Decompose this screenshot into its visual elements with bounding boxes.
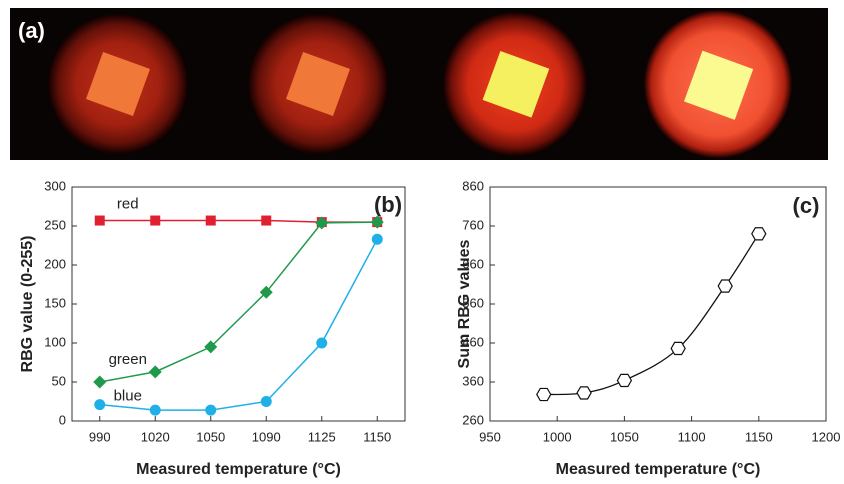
panel-label: (a) <box>18 18 45 43</box>
marker <box>149 404 161 416</box>
marker <box>576 386 592 400</box>
marker <box>751 227 767 241</box>
marker <box>371 233 383 245</box>
y-tick-label: 860 <box>462 178 484 193</box>
y-tick-label: 200 <box>44 256 66 271</box>
y-tick-label: 560 <box>462 295 484 310</box>
x-tick-label: 1050 <box>610 429 639 444</box>
marker <box>260 396 272 407</box>
x-tick-label: 950 <box>479 429 501 444</box>
y-tick-label: 100 <box>44 334 66 349</box>
marker <box>261 215 272 226</box>
marker <box>94 215 105 226</box>
panel-label: (b) <box>374 192 402 217</box>
x-axis-title: Measured temperature (°C) <box>556 461 761 478</box>
series-label: blue <box>114 388 142 405</box>
marker <box>148 365 162 379</box>
marker <box>316 337 328 349</box>
marker <box>204 340 218 354</box>
y-tick-label: 250 <box>44 217 66 232</box>
marker <box>93 375 107 389</box>
marker <box>94 399 106 411</box>
y-tick-label: 150 <box>44 295 66 310</box>
y-axis-title: RBG value (0-255) <box>19 236 36 373</box>
y-tick-label: 360 <box>462 373 484 388</box>
sample <box>683 50 754 120</box>
y-tick-label: 0 <box>59 412 66 427</box>
marker <box>717 279 733 293</box>
plot-frame <box>489 186 827 422</box>
y-tick-label: 260 <box>462 412 484 427</box>
photo-panel: (a) <box>10 8 828 160</box>
marker <box>315 216 329 230</box>
panel-label: (c) <box>793 193 820 218</box>
marker <box>536 387 552 402</box>
sample <box>285 51 351 117</box>
y-axis-title: Sum RBG values <box>456 239 473 368</box>
y-tick-label: 460 <box>462 334 484 349</box>
series-label: green <box>109 351 147 368</box>
x-tick-label: 1200 <box>812 429 841 444</box>
series-line <box>543 233 760 396</box>
x-tick-label: 1150 <box>745 429 773 444</box>
x-tick-label: 1020 <box>141 429 170 444</box>
y-tick-label: 300 <box>44 178 66 193</box>
y-tick-label: 760 <box>462 217 484 232</box>
marker <box>150 215 161 226</box>
x-axis-title: Measured temperature (°C) <box>136 461 341 478</box>
x-tick-label: 1000 <box>543 429 572 444</box>
y-tick-label: 50 <box>52 373 66 388</box>
y-tick-label: 660 <box>462 256 484 271</box>
marker <box>670 341 686 356</box>
x-tick-label: 1090 <box>252 429 281 444</box>
x-tick-label: 1125 <box>308 429 336 444</box>
marker <box>616 373 633 388</box>
series-label: red <box>117 196 139 213</box>
marker <box>205 215 216 226</box>
marker <box>205 404 217 416</box>
x-tick-label: 1100 <box>678 429 706 444</box>
sample <box>482 51 550 118</box>
marker <box>259 285 273 299</box>
marker <box>370 215 384 229</box>
series-line <box>99 219 378 223</box>
x-tick-label: 1050 <box>196 429 225 444</box>
series-line <box>99 221 378 383</box>
x-tick-label: 1150 <box>363 429 391 444</box>
x-tick-label: 990 <box>89 429 111 444</box>
sample <box>85 51 151 117</box>
series-line <box>99 238 378 411</box>
